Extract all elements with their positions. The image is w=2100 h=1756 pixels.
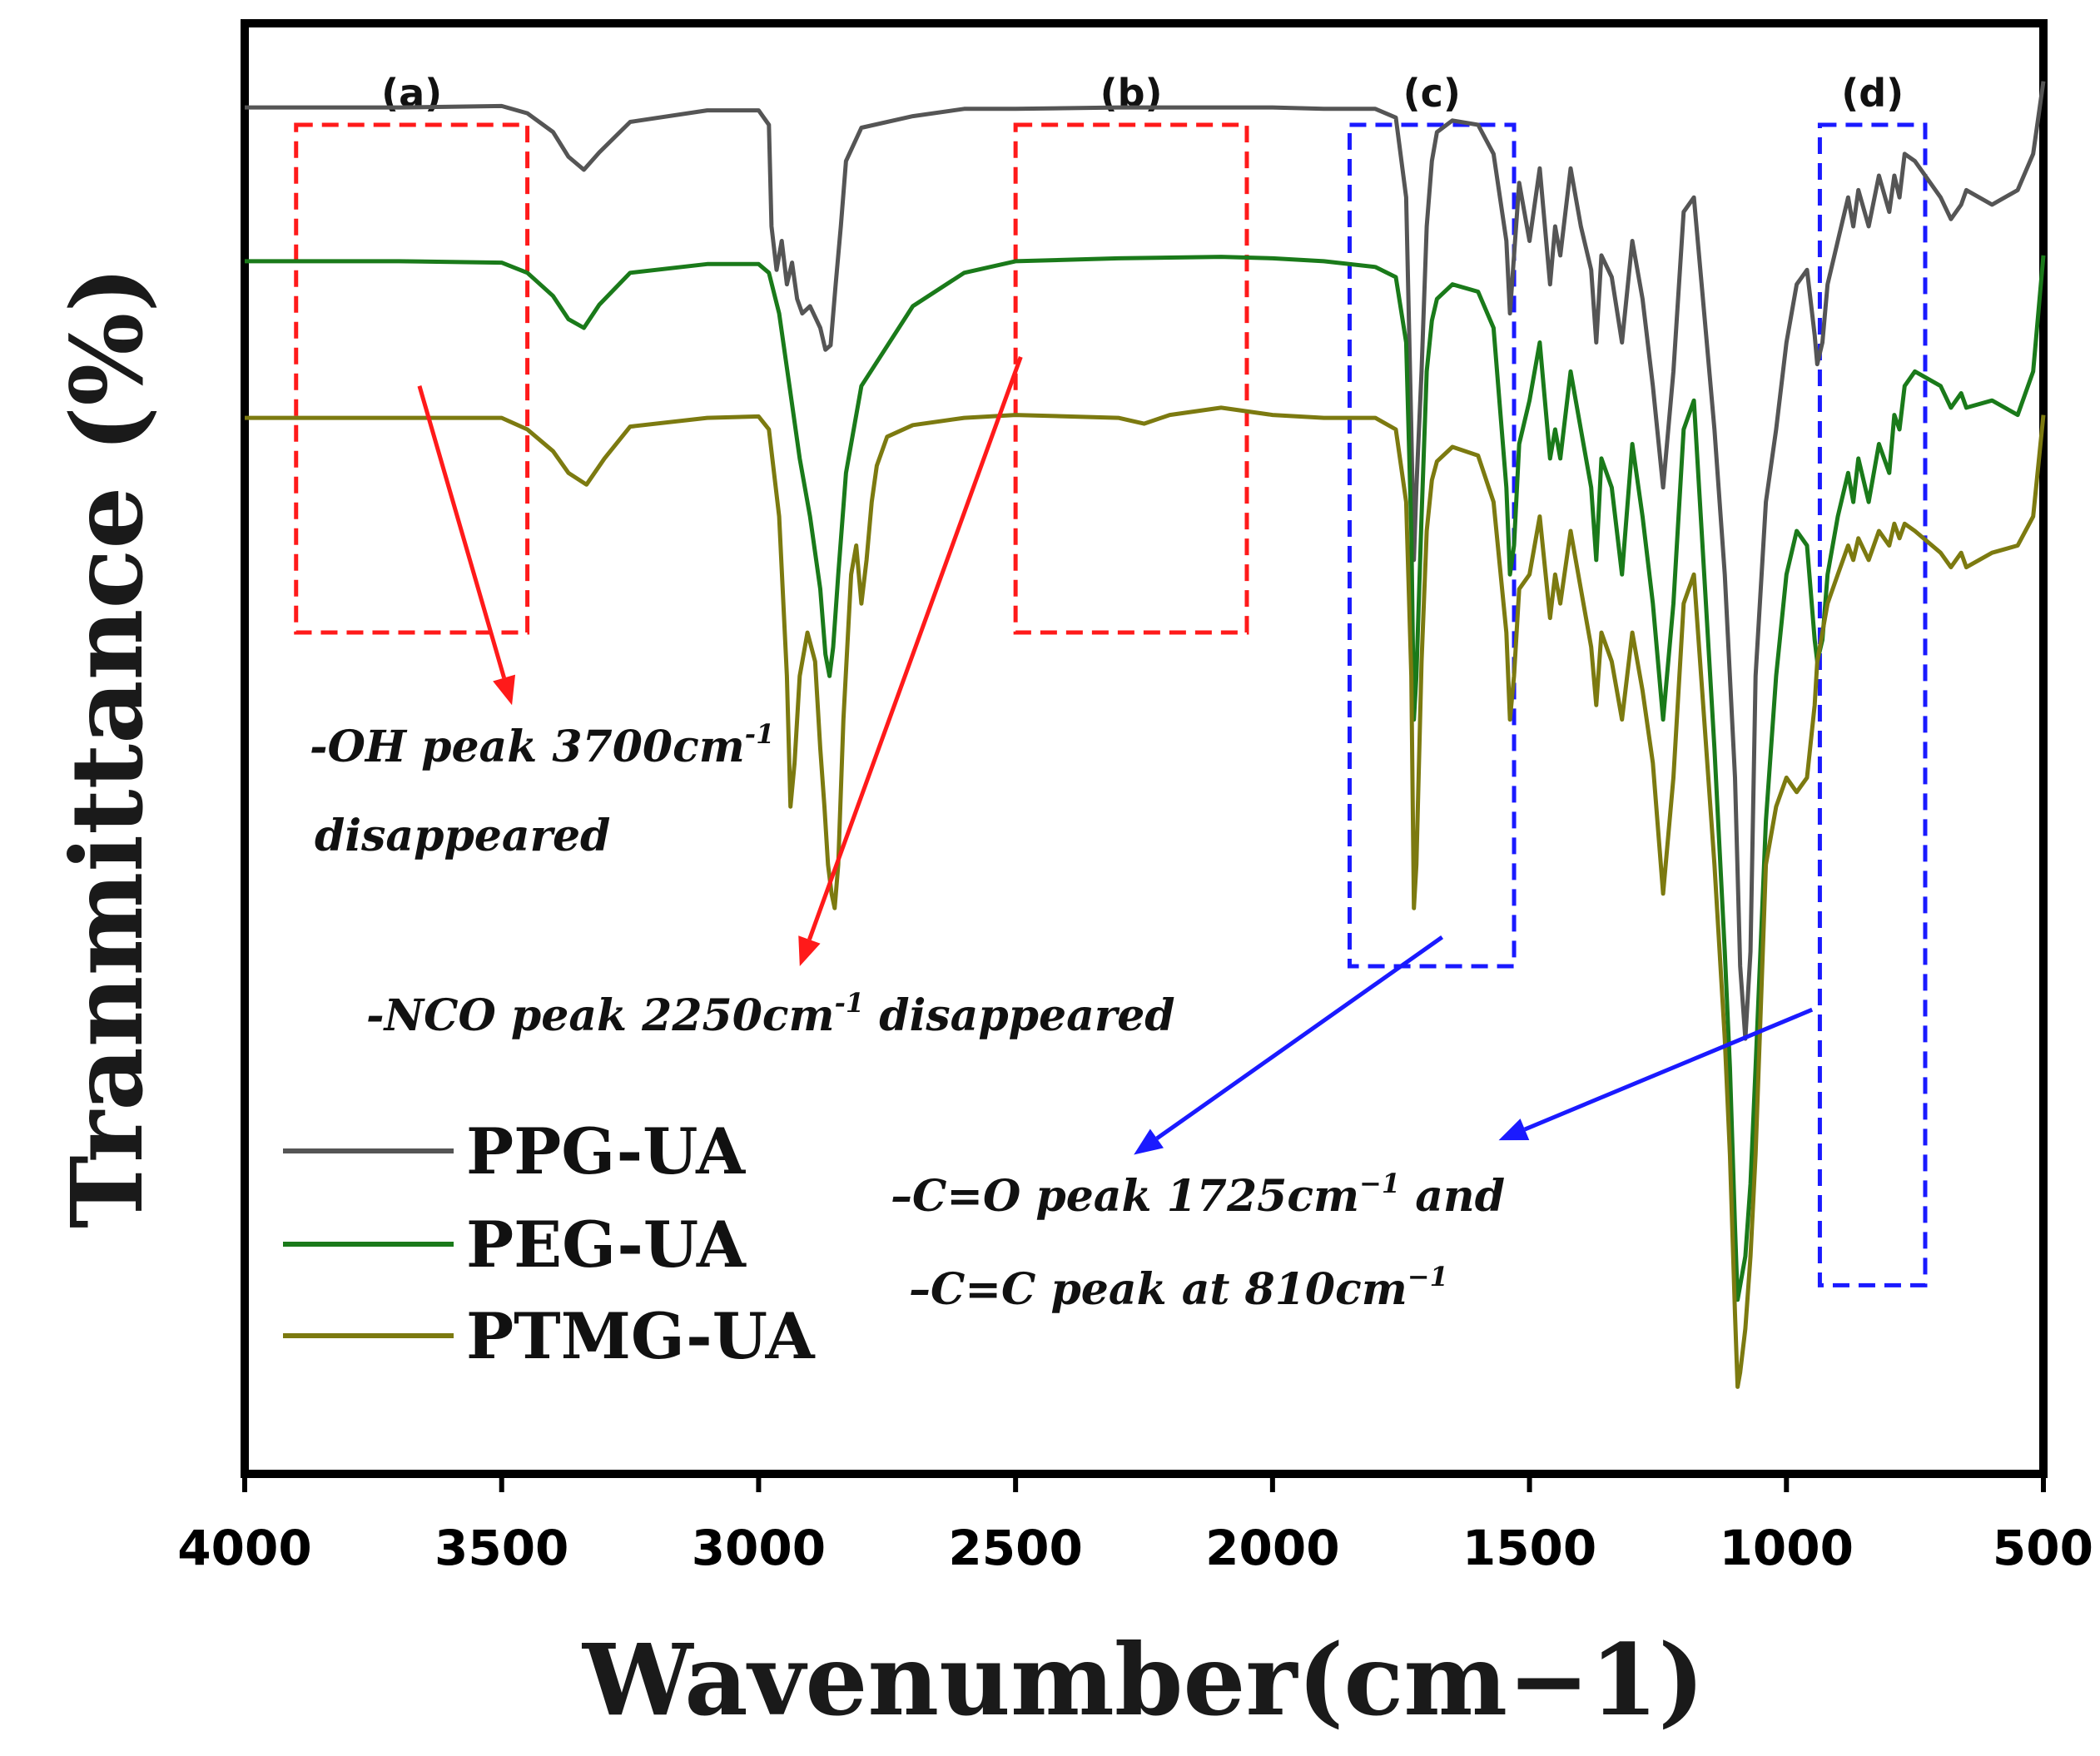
annotation-co-line2: and <box>1400 1171 1505 1222</box>
annotation-co-cc: –C=O peak 1725cm−1 and –C=C peak at 810c… <box>891 1168 1505 1315</box>
annotation-nco-line2: disappeared <box>864 990 1175 1041</box>
x-axis-title: Wavenumber(cm−1) <box>581 1622 1705 1738</box>
x-tick-label: 3500 <box>434 1520 568 1576</box>
series-lines <box>245 81 2046 1389</box>
x-tick-label: 1500 <box>1462 1520 1596 1576</box>
annotation-arrow-1 <box>417 385 506 679</box>
legend-label-peg: PEG-UA <box>466 1208 747 1282</box>
annotation-co-line1: –C=O peak 1725cm <box>891 1171 1359 1222</box>
svg-text:-OH peak 3700cm-1: -OH peak 3700cm-1 <box>310 718 774 772</box>
x-tick-label: 2500 <box>948 1520 1082 1576</box>
series-line-ppg-ua <box>245 81 2046 1041</box>
annotation-co-sup: −1 <box>1359 1168 1400 1199</box>
region-label-d: (d) <box>1841 71 1904 116</box>
annotation-nco-sup: -1 <box>835 987 865 1019</box>
legend-label-ptmg: PTMG-UA <box>466 1299 816 1373</box>
annotation-arrowhead-3 <box>1134 1129 1164 1155</box>
region-box-c <box>1347 122 1517 969</box>
series-line-ptmg-ua <box>245 405 2046 1389</box>
annotation-arrowhead-1 <box>493 674 516 706</box>
svg-text:-NCO peak 2250cm-1 disappea: -NCO peak 2250cm-1 disappeared <box>366 987 1175 1041</box>
annotation-arrow-4 <box>1523 1007 1814 1132</box>
legend-label-ppg: PPG-UA <box>466 1114 746 1188</box>
x-tick-label: 2000 <box>1205 1520 1339 1576</box>
region-box-b <box>1013 122 1249 635</box>
annotation-arrowhead-4 <box>1498 1119 1530 1141</box>
x-tick-label: 3000 <box>692 1520 826 1576</box>
annotation-cc-line1: –C=C peak at 810cm <box>909 1264 1407 1315</box>
annotation-oh-line1: -OH peak 3700cm <box>310 722 745 772</box>
legend: PPG-UA PEG-UA PTMG-UA <box>283 1114 816 1373</box>
x-tick-label: 1000 <box>1720 1520 1854 1576</box>
annotation-cc-sup: −1 <box>1407 1261 1448 1292</box>
region-box-d <box>1817 122 1928 1287</box>
y-axis-title: Tranmittance (%) <box>49 266 165 1228</box>
plot-frame <box>241 19 2048 1478</box>
x-tick-label: 500 <box>1993 1520 2093 1576</box>
annotation-arrow-2 <box>807 356 1023 940</box>
annotation-arrowhead-2 <box>798 935 821 966</box>
x-axis-ticks: 4000 3500 3000 2500 2000 1500 1000 500 <box>177 1474 2093 1576</box>
region-label-c: (c) <box>1403 71 1461 116</box>
annotation-oh-sup: -1 <box>745 718 775 750</box>
x-tick-label: 4000 <box>177 1520 311 1576</box>
annotation-nco: -NCO peak 2250cm-1 disappeared <box>366 987 1175 1041</box>
annotation-oh: -OH peak 3700cm-1 disappeared <box>310 718 774 861</box>
annotation-arrows <box>417 356 1814 1155</box>
svg-text:–C=C peak at 810cm−1: –C=C peak at 810cm−1 <box>909 1261 1448 1315</box>
annotation-nco-line1: -NCO peak 2250cm <box>366 990 835 1041</box>
series-line-peg-ua <box>245 255 2046 1302</box>
annotation-oh-line2: disappeared <box>315 811 610 861</box>
svg-text:–C=O peak 1725cm−1 and: –C=O peak 1725cm−1 and <box>891 1168 1505 1222</box>
annotation-arrow-3 <box>1155 935 1444 1140</box>
region-box-a <box>294 122 530 635</box>
